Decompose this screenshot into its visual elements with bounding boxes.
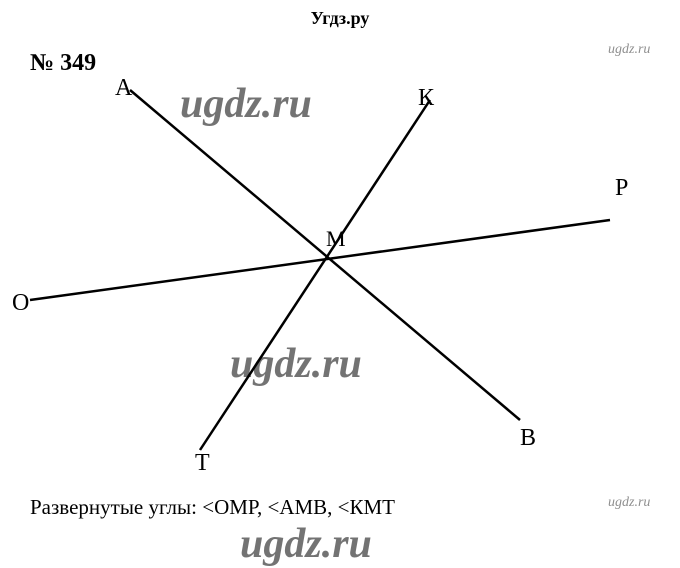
point-label: Т — [195, 450, 210, 476]
point-label: В — [520, 425, 536, 451]
answer-angles: <ОМР, <АМВ, <КМТ — [202, 495, 395, 519]
geometry-diagram: М А К Р О Т В — [0, 0, 680, 568]
diagram-line — [200, 100, 430, 450]
diagram-line — [30, 220, 610, 300]
answer-prefix: Развернутые углы: — [30, 495, 202, 519]
diagram-line — [130, 90, 520, 420]
point-label: О — [12, 290, 29, 316]
answer-text: Развернутые углы: <ОМР, <АМВ, <КМТ — [30, 495, 395, 520]
point-label-M: М — [326, 226, 346, 251]
point-label: Р — [615, 175, 628, 201]
point-label: А — [115, 75, 133, 101]
point-label: К — [418, 85, 435, 111]
